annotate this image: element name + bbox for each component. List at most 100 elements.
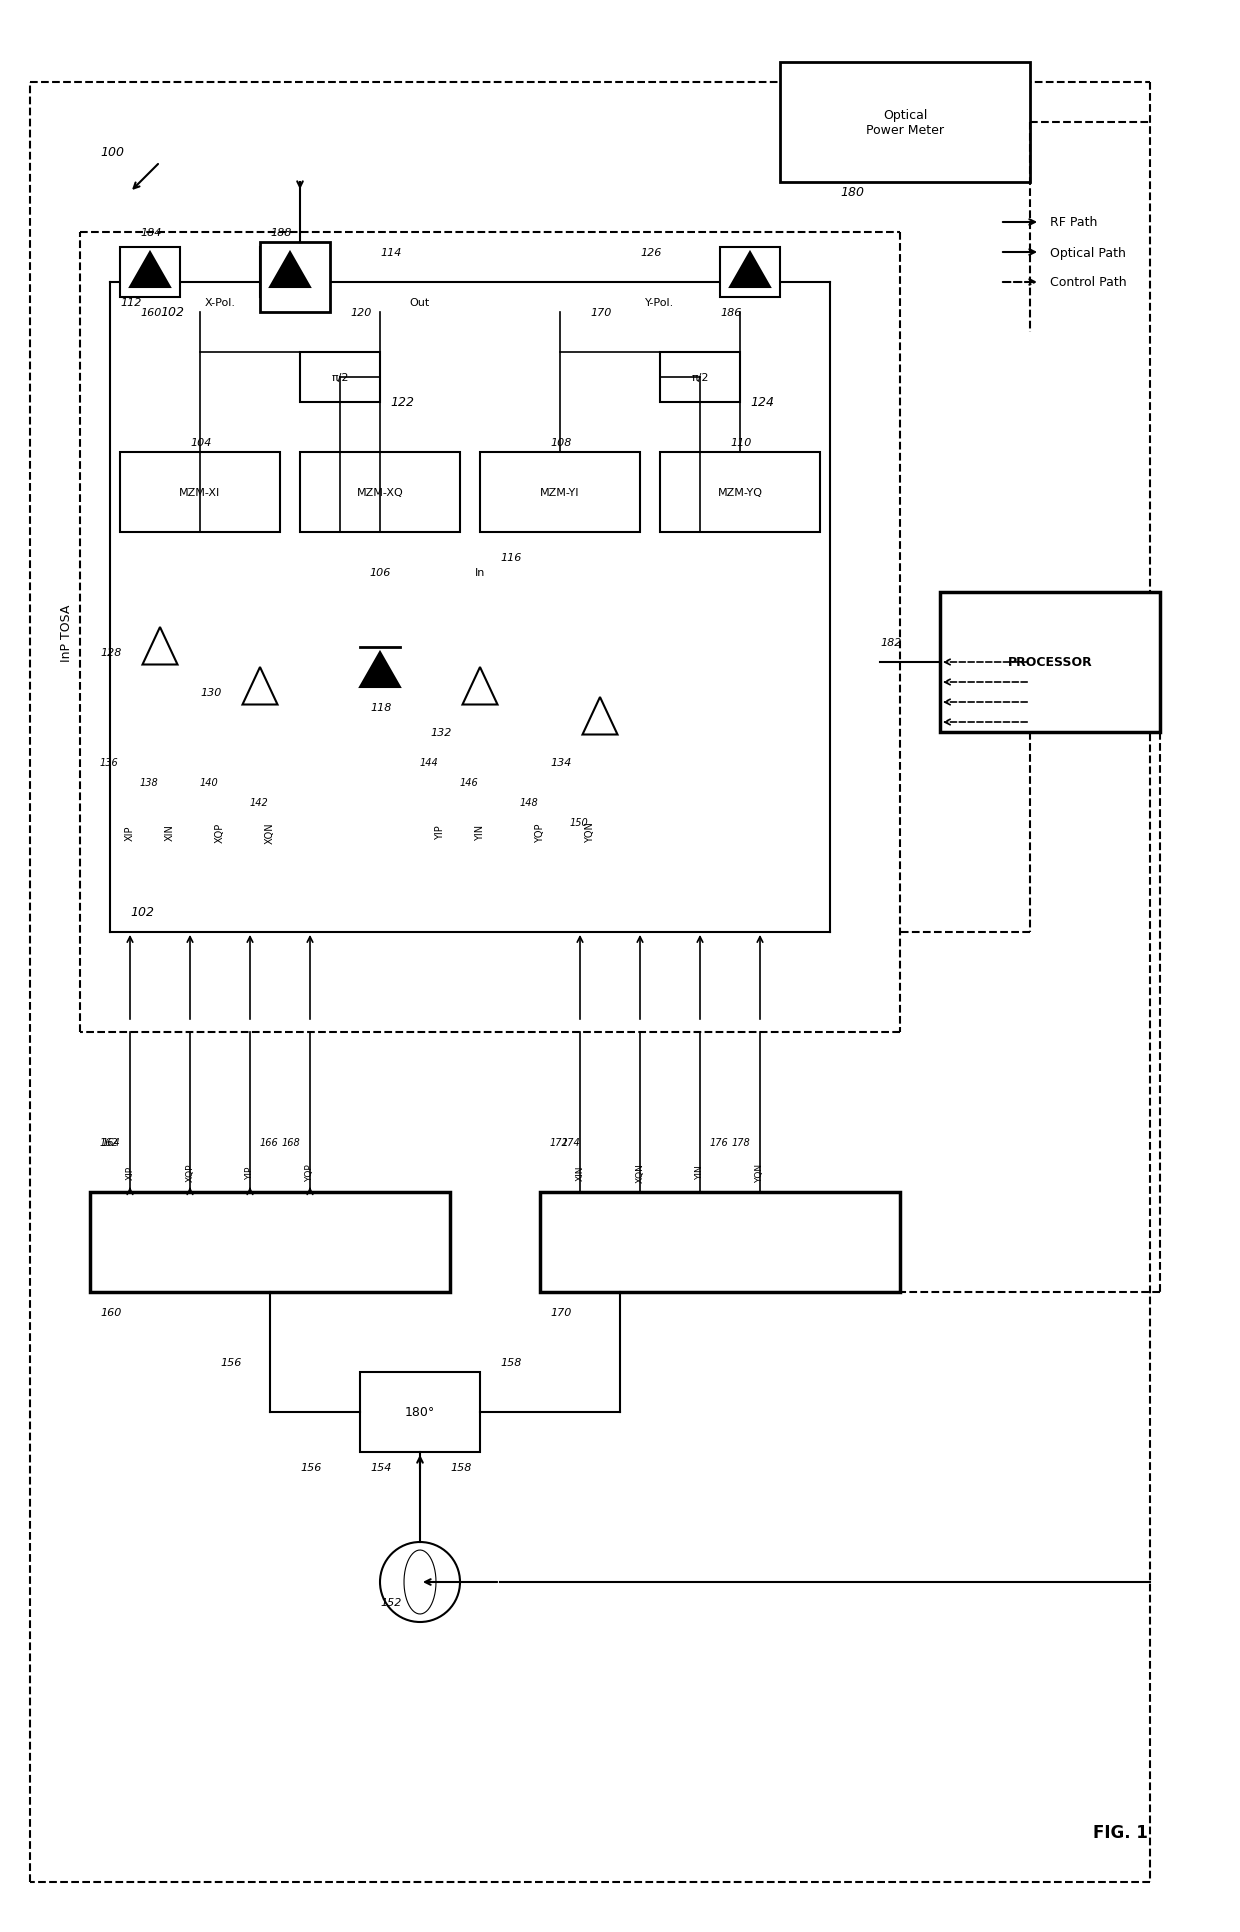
Text: MZM-XQ: MZM-XQ: [357, 487, 403, 498]
Text: 100: 100: [100, 147, 124, 160]
Bar: [260, 243, 330, 313]
Polygon shape: [143, 628, 177, 665]
Text: 110: 110: [730, 439, 751, 448]
Text: 168: 168: [281, 1138, 300, 1148]
Text: MZM-XI: MZM-XI: [180, 487, 221, 498]
Bar: [120, 247, 180, 298]
Text: 164: 164: [102, 1138, 120, 1148]
Text: 180°: 180°: [405, 1406, 435, 1418]
Text: XIN: XIN: [575, 1165, 584, 1180]
Bar: [539, 1192, 900, 1293]
Text: XIN: XIN: [165, 825, 175, 840]
Text: 154: 154: [370, 1463, 392, 1472]
Text: 160: 160: [140, 307, 161, 319]
Bar: [660, 452, 820, 533]
Text: YIP: YIP: [246, 1165, 254, 1179]
Text: MZM-YI: MZM-YI: [541, 487, 580, 498]
Text: 178: 178: [732, 1138, 750, 1148]
Text: 156: 156: [219, 1358, 242, 1368]
Text: 132: 132: [430, 728, 451, 738]
Text: XIP: XIP: [125, 1165, 134, 1179]
Text: Y-Pol.: Y-Pol.: [645, 298, 675, 307]
Text: Optical
Power Meter: Optical Power Meter: [866, 108, 944, 137]
Bar: [480, 452, 640, 533]
Text: XQP: XQP: [215, 823, 224, 842]
Text: 136: 136: [100, 757, 119, 767]
Text: 156: 156: [300, 1463, 321, 1472]
Text: YQN: YQN: [755, 1163, 765, 1182]
Text: 170: 170: [590, 307, 611, 319]
Text: 118: 118: [370, 703, 392, 713]
Text: 138: 138: [140, 777, 159, 788]
Text: 114: 114: [379, 247, 402, 257]
Polygon shape: [243, 668, 278, 705]
Text: 116: 116: [500, 553, 521, 562]
Text: 152: 152: [379, 1598, 402, 1607]
Text: 124: 124: [750, 396, 774, 410]
Bar: [780, 64, 1030, 184]
Bar: [940, 593, 1159, 732]
Text: 158: 158: [450, 1463, 471, 1472]
Polygon shape: [270, 253, 310, 288]
Text: 184: 184: [140, 228, 161, 238]
Text: In: In: [475, 568, 485, 578]
Text: FIG. 1: FIG. 1: [1092, 1824, 1147, 1841]
Text: YIN: YIN: [696, 1165, 704, 1180]
Text: 160: 160: [100, 1308, 122, 1318]
Text: 126: 126: [640, 247, 661, 257]
Text: 172: 172: [551, 1138, 569, 1148]
Bar: [300, 354, 379, 402]
Text: π/2: π/2: [691, 373, 709, 383]
Bar: [91, 1192, 450, 1293]
Text: 170: 170: [551, 1308, 572, 1318]
Text: PROCESSOR: PROCESSOR: [1008, 657, 1092, 668]
Text: TTL: TTL: [372, 668, 388, 678]
Bar: [120, 452, 280, 533]
Text: XQP: XQP: [186, 1163, 195, 1182]
Text: XQN: XQN: [635, 1163, 645, 1182]
Text: 142: 142: [250, 798, 269, 808]
Text: π/2: π/2: [331, 373, 348, 383]
Bar: [260, 247, 320, 298]
Text: XQN: XQN: [265, 821, 275, 844]
Text: 144: 144: [420, 757, 439, 767]
Text: 106: 106: [370, 568, 391, 578]
Text: 140: 140: [200, 777, 218, 788]
Text: 166: 166: [260, 1138, 279, 1148]
Text: Control Path: Control Path: [1050, 276, 1127, 290]
Polygon shape: [730, 253, 770, 288]
Text: 102: 102: [160, 307, 184, 319]
Text: Out: Out: [410, 298, 430, 307]
Polygon shape: [360, 653, 401, 688]
Polygon shape: [130, 253, 170, 288]
Text: RF Path: RF Path: [1050, 216, 1097, 230]
Bar: [300, 452, 460, 533]
Text: X-Pol.: X-Pol.: [205, 298, 236, 307]
Text: YQP: YQP: [305, 1163, 315, 1180]
Text: 148: 148: [520, 798, 538, 808]
Bar: [660, 354, 740, 402]
Bar: [720, 247, 780, 298]
Text: 112: 112: [120, 298, 141, 307]
Text: YQP: YQP: [534, 823, 546, 842]
Text: XIP: XIP: [125, 825, 135, 840]
Text: 134: 134: [551, 757, 572, 767]
Polygon shape: [583, 697, 618, 734]
Text: 162: 162: [100, 1138, 119, 1148]
Text: 158: 158: [500, 1358, 521, 1368]
Text: 174: 174: [562, 1138, 580, 1148]
Text: 128: 128: [100, 647, 122, 657]
Text: YIP: YIP: [435, 825, 445, 840]
Text: 180: 180: [839, 185, 864, 199]
Text: 150: 150: [570, 817, 589, 827]
Text: 182: 182: [880, 638, 901, 647]
Text: 176: 176: [711, 1138, 729, 1148]
Text: Optical Path: Optical Path: [1050, 247, 1126, 259]
Text: 104: 104: [190, 439, 211, 448]
Text: YQN: YQN: [585, 823, 595, 842]
Text: YIN: YIN: [475, 825, 485, 840]
Text: 188: 188: [270, 228, 291, 238]
Text: 186: 186: [720, 307, 742, 319]
Text: 102: 102: [130, 906, 154, 920]
Polygon shape: [463, 668, 497, 705]
